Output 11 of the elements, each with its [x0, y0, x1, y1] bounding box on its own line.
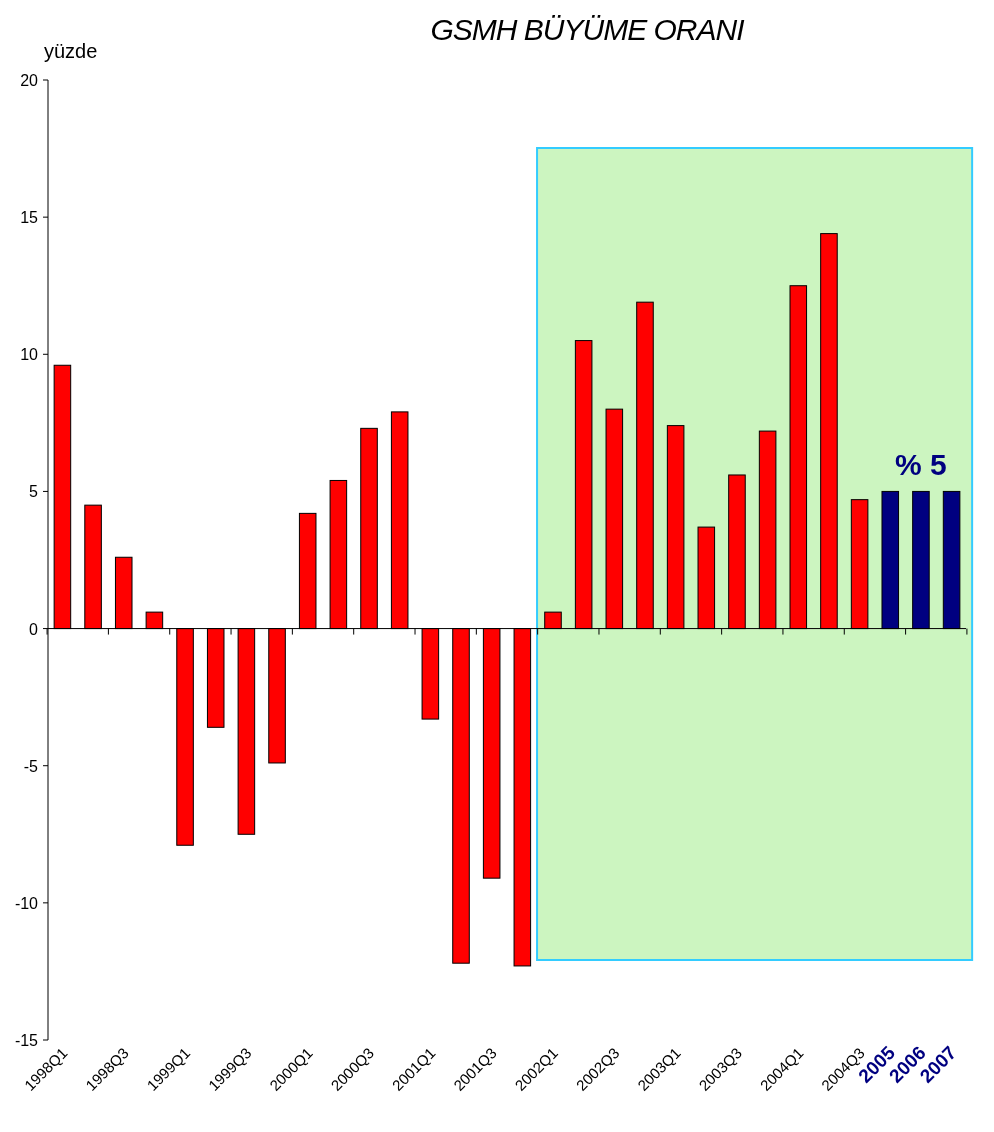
y-tick-label: -10 [14, 894, 39, 912]
y-tick-label: 20 [20, 72, 39, 89]
y-tick-label: 5 [29, 483, 39, 501]
y-tick-label: -5 [23, 757, 39, 775]
chart-title: GSMH BÜYÜME ORANI [430, 13, 745, 46]
y-tick-label: -15 [14, 1032, 39, 1049]
annotation: % 5 [895, 448, 947, 482]
y-tick-label: 10 [20, 346, 39, 364]
y-tick-label: 15 [20, 209, 39, 227]
y-tick-label: 0 [29, 620, 39, 638]
y-axis-title: yüzde [44, 40, 98, 62]
